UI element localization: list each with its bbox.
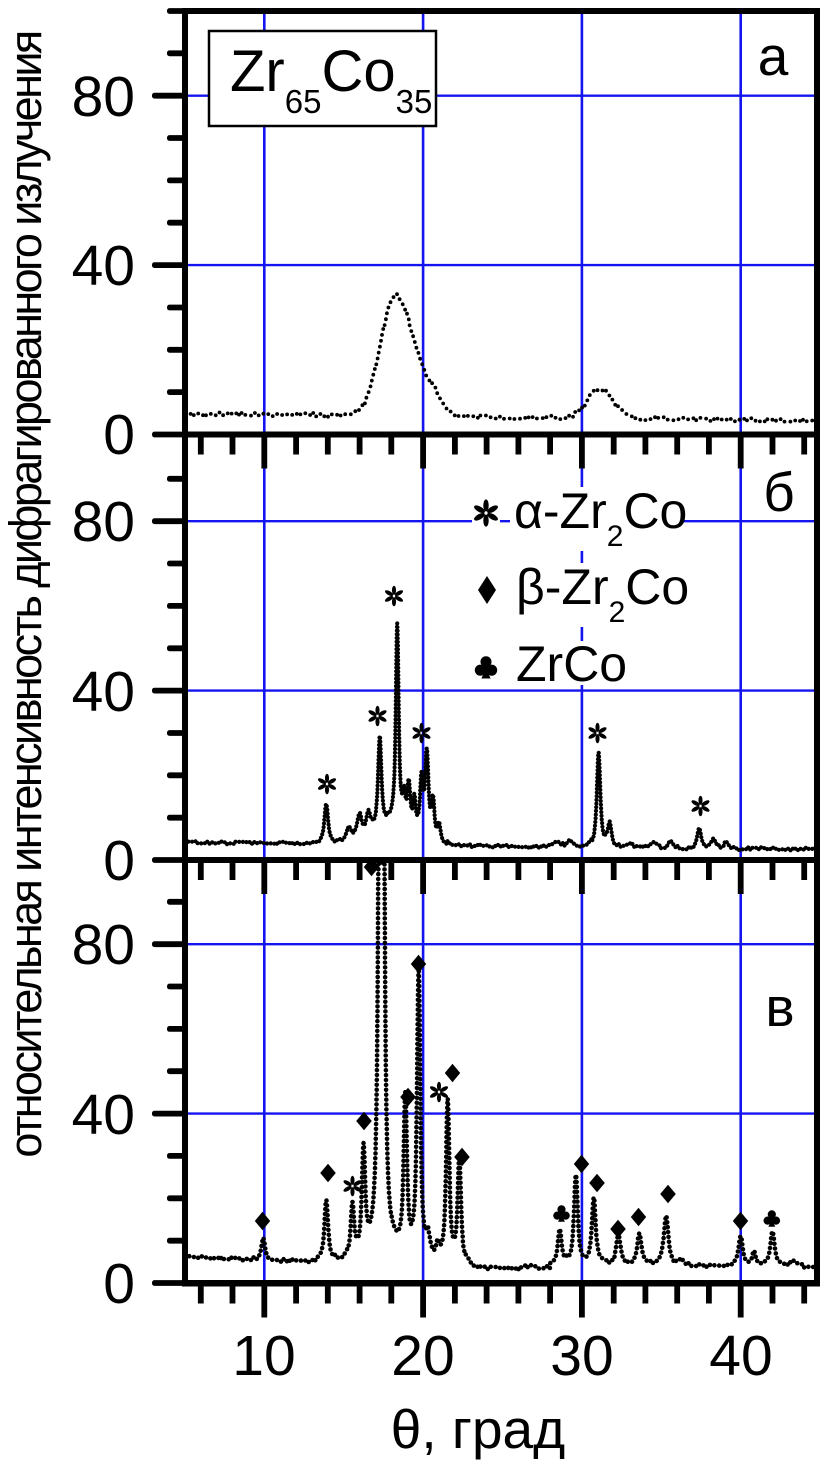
svg-text:0: 0 xyxy=(103,403,135,467)
svg-text:20: 20 xyxy=(391,1324,454,1388)
svg-text:40: 40 xyxy=(72,660,135,724)
svg-text:0: 0 xyxy=(103,829,135,893)
svg-text:80: 80 xyxy=(72,490,135,554)
svg-text:θ, град: θ, град xyxy=(391,1398,565,1460)
svg-text:30: 30 xyxy=(550,1324,613,1388)
svg-text:в: в xyxy=(765,976,794,1038)
svg-text:а: а xyxy=(758,25,789,87)
svg-text:40: 40 xyxy=(72,234,135,298)
svg-text:ZrCo: ZrCo xyxy=(516,636,627,692)
svg-text:10: 10 xyxy=(232,1324,295,1388)
svg-text:80: 80 xyxy=(72,913,135,977)
svg-text:относительная интенсивность ди: относительная интенсивность дифрагирован… xyxy=(0,32,51,1158)
svg-text:0: 0 xyxy=(103,1252,135,1316)
svg-text:40: 40 xyxy=(72,1083,135,1147)
svg-text:б: б xyxy=(763,461,795,523)
svg-text:80: 80 xyxy=(72,65,135,129)
svg-text:40: 40 xyxy=(709,1324,772,1388)
